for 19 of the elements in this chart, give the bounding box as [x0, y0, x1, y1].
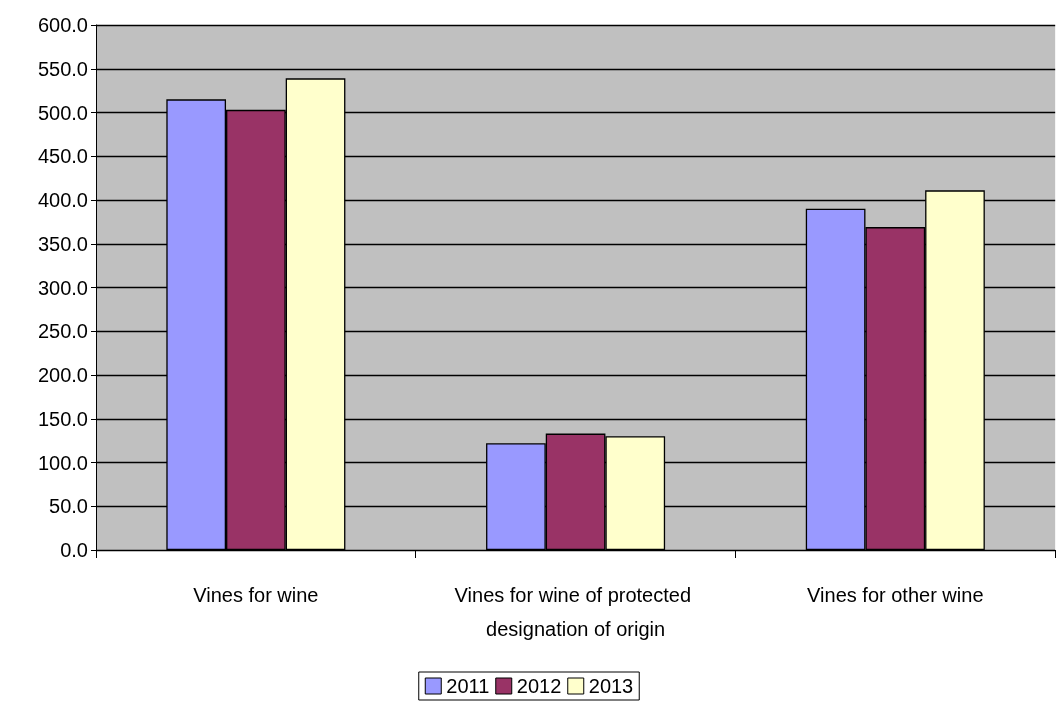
- y-tick-label: 200.0: [37, 364, 88, 386]
- y-tick-label: 400.0: [37, 189, 88, 211]
- y-tick-label: 0.0: [60, 539, 88, 561]
- y-tick-label: 250.0: [37, 320, 88, 343]
- y-tick-label: 500.0: [37, 101, 88, 124]
- x-tick-label: Vines for wine: [193, 584, 319, 606]
- y-tick-label: 450.0: [37, 145, 88, 168]
- y-tick-label: 50.0: [49, 495, 88, 518]
- legend-label: 2011: [446, 675, 490, 697]
- y-tick-label: 550.0: [37, 57, 88, 80]
- y-tick-label: 350.0: [37, 232, 88, 255]
- y-tick-label: 600.0: [37, 14, 88, 36]
- x-tick-label: Vines for other wine: [807, 584, 984, 606]
- y-tick-label: 150.0: [37, 407, 88, 430]
- legend-label: 2013: [588, 675, 634, 697]
- x-tick-label: Vines for wine of protected designation of origin: [454, 584, 697, 640]
- y-tick-label: 100.0: [37, 451, 88, 474]
- y-tick-label: 300.0: [37, 276, 88, 299]
- legend-label: 2012: [516, 675, 562, 697]
